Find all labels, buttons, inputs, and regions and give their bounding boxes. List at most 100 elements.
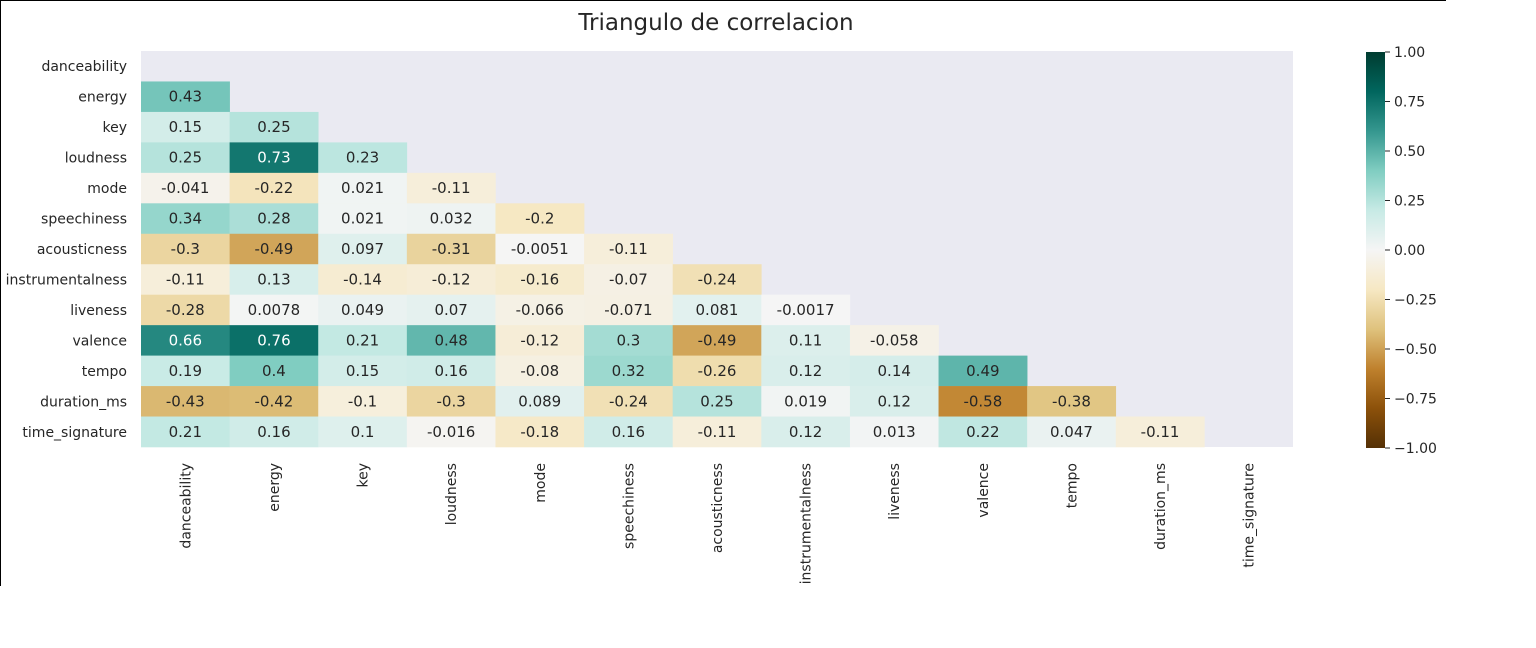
heatmap-cell-loudness-key (318, 142, 408, 174)
y-tick-label-instrumentalness: instrumentalness (6, 272, 127, 288)
heatmap-cell-time_signature-instrumentalness (761, 416, 851, 448)
colorbar-tick-label: −0.50 (1394, 342, 1437, 358)
cell-value-label: 0.049 (341, 301, 384, 319)
cell-value-label: -0.3 (171, 240, 200, 258)
cell-value-label: 0.0078 (248, 301, 301, 319)
y-tick-label-liveness: liveness (70, 303, 127, 319)
heatmap-cell-duration_ms-mode (495, 386, 585, 417)
cell-value-label: 0.14 (878, 362, 911, 380)
cell-value-label: 0.19 (169, 362, 202, 380)
heatmap-cells: 0.43 0.15 0.25 0.25 0.73 0.23 -0.041 -0.22 0.021… (141, 81, 1205, 448)
heatmap-cell-duration_ms-loudness (406, 386, 496, 417)
cell-value-label: 0.16 (257, 423, 290, 441)
heatmap-cell-liveness-danceability (141, 294, 230, 326)
cell-value-label: -0.11 (609, 240, 648, 258)
cell-value-label: 0.081 (696, 301, 739, 319)
heatmap-cell-duration_ms-speechiness (584, 386, 673, 417)
heatmap-cell-time_signature-loudness (406, 416, 496, 448)
x-tick-label-instrumentalness: instrumentalness (799, 463, 815, 584)
heatmap-cell-mode-key (318, 172, 408, 204)
heatmap-cell-time_signature-liveness (849, 416, 939, 448)
colorbar-tick-label: 0.25 (1394, 194, 1425, 210)
heatmap-cell-speechiness-loudness (406, 203, 496, 235)
y-tick-label-loudness: loudness (65, 151, 127, 167)
y-tick-label-tempo: tempo (82, 364, 127, 380)
cell-value-label: -0.22 (255, 179, 294, 197)
figure-border-top (0, 0, 1446, 1)
cell-value-label: -0.058 (870, 331, 918, 349)
heatmap-cell-time_signature-mode (495, 416, 585, 448)
cell-value-label: 0.4 (262, 362, 286, 380)
heatmap-cell-tempo-energy (229, 355, 319, 387)
colorbar-tick-label: 0.75 (1394, 95, 1425, 111)
colorbar (1366, 52, 1385, 448)
x-tick-label-loudness: loudness (444, 463, 460, 525)
heatmap-cell-tempo-instrumentalness (761, 355, 851, 387)
heatmap-cell-acousticness-loudness (406, 233, 496, 265)
cell-value-label: 0.07 (434, 301, 467, 319)
cell-value-label: -0.38 (1052, 392, 1091, 410)
cell-value-label: 0.22 (966, 423, 999, 441)
cell-value-label: -0.12 (432, 270, 471, 288)
cell-value-label: 0.25 (257, 118, 290, 136)
heatmap-cell-duration_ms-key (318, 386, 408, 417)
heatmap-cell-liveness-instrumentalness (761, 294, 851, 326)
cell-value-label: 0.49 (966, 362, 999, 380)
figure-border-left (0, 0, 1, 586)
y-tick-label-mode: mode (87, 181, 127, 197)
x-axis-labels: danceability energy key loudness mode speechi… (178, 463, 1257, 584)
cell-value-label: 0.15 (346, 362, 379, 380)
x-tick-label-key: key (356, 463, 372, 488)
heatmap-cell-key-danceability (141, 111, 230, 143)
cell-value-label: -0.066 (516, 301, 564, 319)
heatmap-cell-duration_ms-acousticness (672, 386, 762, 417)
y-tick-label-energy: energy (78, 90, 127, 106)
cell-value-label: -0.11 (698, 423, 737, 441)
heatmap-cell-time_signature-acousticness (672, 416, 762, 448)
cell-value-label: -0.016 (427, 423, 475, 441)
cell-value-label: 0.11 (789, 331, 822, 349)
cell-value-label: -0.26 (698, 362, 737, 380)
heatmap-cell-time_signature-energy (229, 416, 319, 448)
cell-value-label: -0.041 (161, 179, 209, 197)
heatmap-cell-duration_ms-liveness (849, 386, 939, 417)
colorbar-tick-label: 0.00 (1394, 243, 1425, 259)
heatmap-cell-instrumentalness-speechiness (584, 264, 673, 295)
heatmap-cell-tempo-liveness (849, 355, 939, 387)
heatmap-cell-tempo-key (318, 355, 408, 387)
heatmap-cell-duration_ms-danceability (141, 386, 230, 417)
heatmap-cell-energy-danceability (141, 81, 230, 113)
heatmap-cell-duration_ms-instrumentalness (761, 386, 851, 417)
x-tick-label-danceability: danceability (178, 463, 194, 549)
cell-value-label: -0.11 (1141, 423, 1180, 441)
cell-value-label: 0.15 (169, 118, 202, 136)
cell-value-label: -0.49 (698, 331, 737, 349)
heatmap-cell-time_signature-tempo (1027, 416, 1117, 448)
heatmap-cell-valence-mode (495, 325, 585, 356)
cell-value-label: -0.24 (698, 270, 737, 288)
heatmap-cell-valence-acousticness (672, 325, 762, 356)
heatmap-cell-valence-key (318, 325, 408, 356)
cell-value-label: 0.66 (169, 331, 202, 349)
cell-value-label: -0.16 (520, 270, 559, 288)
cell-value-label: -0.3 (437, 392, 466, 410)
x-tick-label-tempo: tempo (1064, 463, 1080, 508)
cell-value-label: 0.12 (789, 423, 822, 441)
cell-value-label: 0.12 (789, 362, 822, 380)
heatmap-cell-valence-loudness (406, 325, 496, 356)
heatmap-cell-time_signature-danceability (141, 416, 230, 448)
cell-value-label: 0.047 (1050, 423, 1093, 441)
colorbar-ticks: 1.00 0.75 0.50 0.25 0.00 −0.25 −0.50 −0.75 −1.00 (1385, 45, 1437, 457)
heatmap-cell-instrumentalness-loudness (406, 264, 496, 295)
heatmap-cell-instrumentalness-energy (229, 264, 319, 295)
cell-value-label: 0.21 (346, 331, 379, 349)
cell-value-label: -0.42 (255, 392, 294, 410)
cell-value-label: -0.28 (166, 301, 205, 319)
cell-value-label: 0.097 (341, 240, 384, 258)
heatmap-cell-speechiness-key (318, 203, 408, 235)
colorbar-tick-label: −0.25 (1394, 293, 1437, 309)
y-tick-label-danceability: danceability (41, 59, 127, 75)
y-axis-labels: danceability energy key loudness mode speechi… (6, 59, 127, 441)
heatmap-cell-speechiness-danceability (141, 203, 230, 235)
heatmap-cell-speechiness-energy (229, 203, 319, 235)
